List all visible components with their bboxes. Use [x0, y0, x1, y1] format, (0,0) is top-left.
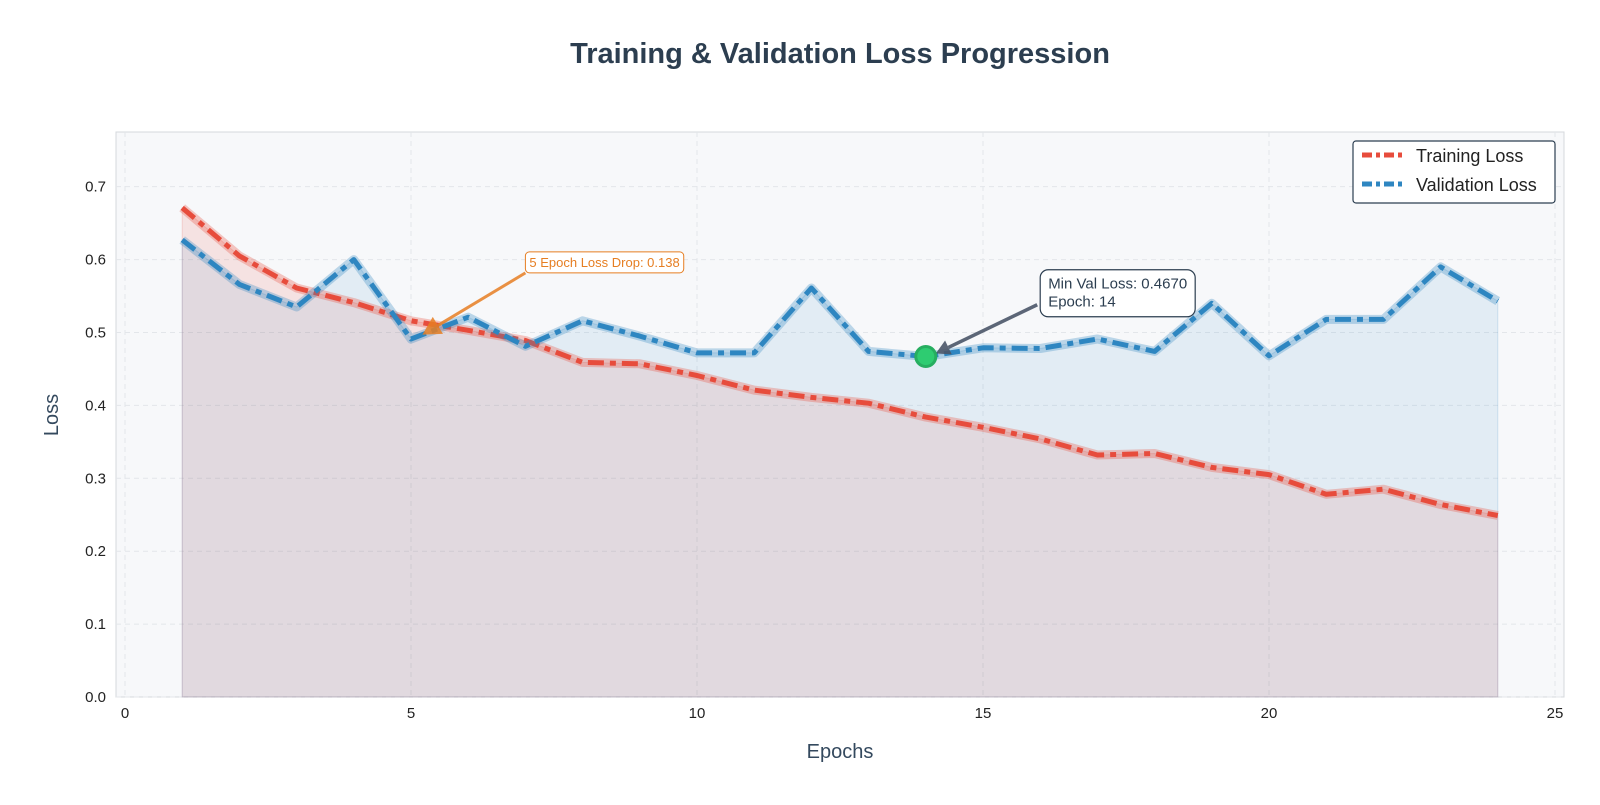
x-axis-label: Epochs — [807, 741, 874, 763]
y-tick-label: 0.0 — [85, 689, 106, 706]
y-tick-label: 0.1 — [85, 616, 106, 633]
y-tick-label: 0.7 — [85, 179, 106, 196]
series-line — [180, 205, 1499, 518]
loss-drop-arrowhead — [422, 316, 443, 335]
y-tick-label: 0.6 — [85, 252, 106, 269]
x-tick-label: 20 — [1261, 705, 1278, 722]
x-tick-label: 0 — [121, 705, 129, 722]
y-tick-label: 0.3 — [85, 470, 106, 487]
chart-title: Training & Validation Loss Progression — [570, 38, 1110, 70]
min-val-marker — [914, 345, 938, 369]
x-tick-label: 25 — [1547, 705, 1564, 722]
series-lines — [179, 204, 1501, 520]
y-tick-label: 0.2 — [85, 543, 106, 560]
loss-drop-label-box — [524, 251, 685, 274]
legend-box — [1352, 140, 1556, 204]
x-tick-label: 10 — [689, 705, 706, 722]
series-line — [180, 237, 1500, 359]
plot-area — [115, 131, 1565, 698]
y-axis-label: Loss — [41, 394, 63, 436]
y-tick-label: 0.5 — [85, 324, 106, 341]
axis-ticks: 0 5 10 15 20 25 0.0 0.1 0.2 0.3 0.4 0.5 0.6 0.7 — [85, 179, 1563, 722]
legend-label-validation: Validation Loss — [1416, 175, 1537, 195]
min-val-label-box — [1039, 269, 1196, 318]
y-tick-label: 0.4 — [85, 397, 106, 414]
min-val-arrowhead — [935, 340, 952, 355]
grid — [116, 132, 1564, 698]
annotations: 5 Epoch Loss Drop: 0.138 Min Val Loss: 0… — [422, 251, 1196, 369]
min-val-label-line2: Epoch: 14 — [1048, 294, 1116, 311]
legend-label-training: Training Loss — [1416, 146, 1523, 166]
legend: Training Loss Validation Loss — [1352, 140, 1556, 204]
min-val-label-line1: Min Val Loss: 0.4670 — [1048, 276, 1187, 293]
x-tick-label: 5 — [407, 705, 415, 722]
x-tick-label: 15 — [975, 705, 992, 722]
loss-drop-arrow — [437, 271, 527, 327]
min-val-arrow — [947, 303, 1038, 350]
loss-drop-label: 5 Epoch Loss Drop: 0.138 — [529, 255, 679, 270]
